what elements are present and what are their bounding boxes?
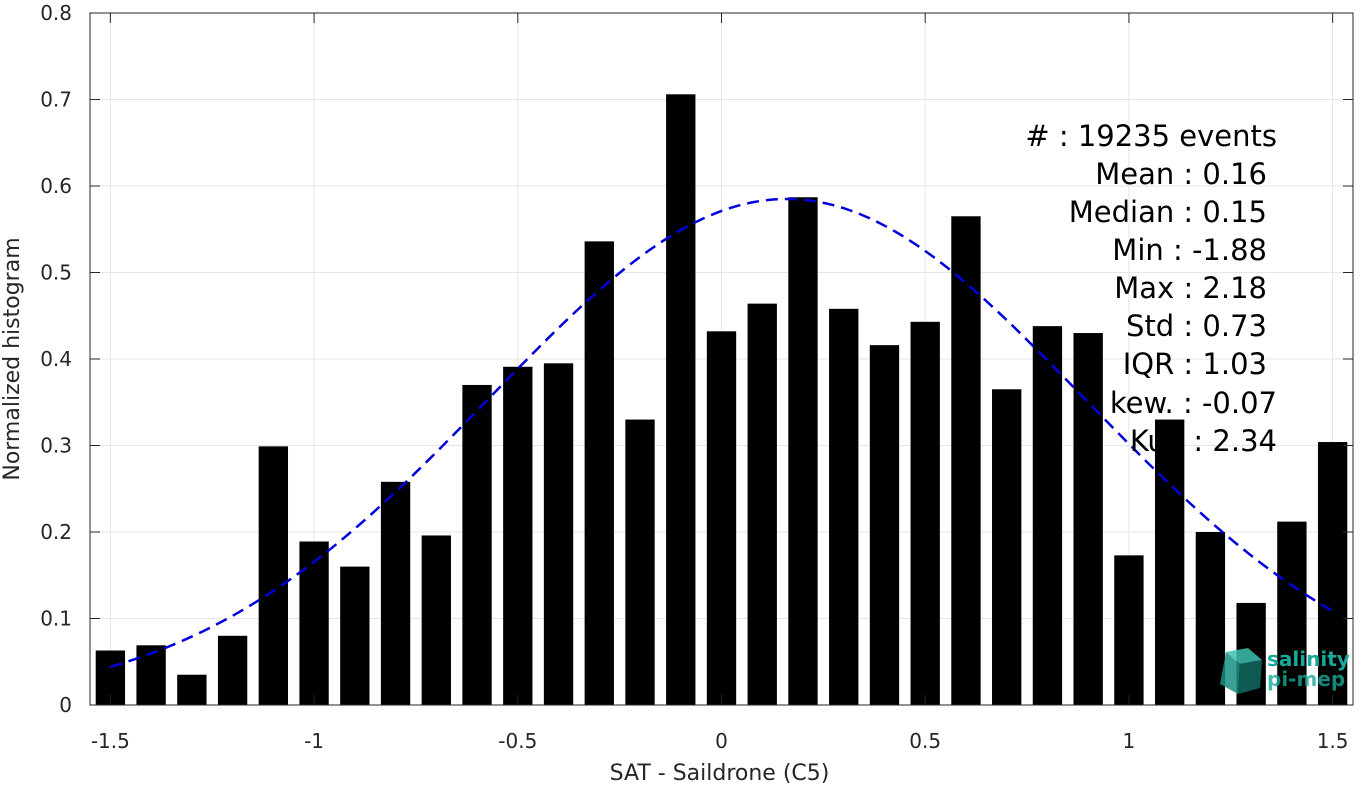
histogram-bar <box>829 308 859 705</box>
y-tick-label: 0.7 <box>40 88 72 112</box>
histogram-bar <box>421 535 451 705</box>
y-tick-label: 0.2 <box>40 520 72 544</box>
histogram-bar <box>1277 521 1307 705</box>
histogram-bar <box>910 321 940 705</box>
histogram-bar <box>625 419 655 705</box>
stat-min: Min : -1.88 <box>1112 233 1267 267</box>
gaussian-fit-curve <box>110 197 1334 669</box>
x-tick-label: 1.5 <box>1317 729 1349 753</box>
bars <box>95 94 1348 706</box>
stat-events: # : 19235 events <box>1025 119 1277 153</box>
y-axis-label: Normalized histogram <box>0 237 25 480</box>
stat-skewness: kew. : -0.07 <box>1110 386 1277 420</box>
histogram-bar <box>380 481 411 705</box>
histogram-bar <box>584 241 614 706</box>
stat-median: Median : 0.15 <box>1069 195 1267 229</box>
histogram-bar <box>299 541 329 705</box>
histogram-bar <box>666 94 696 705</box>
salinity-pimep-logo: salinity pi-mep <box>1220 647 1350 694</box>
stat-max: Max : 2.18 <box>1114 271 1267 305</box>
y-tick-label: 0.3 <box>40 434 72 458</box>
histogram-bar <box>340 566 370 705</box>
histogram-bar <box>1073 333 1103 705</box>
ticks <box>90 12 1353 706</box>
stats-box: # : 19235 events Mean : 0.16 Median : 0.… <box>1025 119 1277 458</box>
histogram-bar <box>747 303 777 705</box>
x-tick-label: 0.5 <box>909 729 941 753</box>
cube-icon <box>1220 648 1262 694</box>
histogram-bar <box>951 216 981 705</box>
y-tick-label: 0 <box>59 693 72 717</box>
histogram-bar <box>706 331 737 705</box>
x-tick-label: 1 <box>1123 729 1136 753</box>
y-tick-label: 0.5 <box>40 261 72 285</box>
logo-text-salinity: salinity <box>1267 647 1350 671</box>
y-tick-label: 0.4 <box>40 347 72 371</box>
histogram-bar <box>1032 326 1063 705</box>
y-tick-labels: 0 0.1 0.2 0.3 0.4 0.5 0.6 0.7 0.8 <box>40 1 72 717</box>
histogram-bar <box>258 446 289 705</box>
histogram-bar <box>136 645 166 705</box>
histogram-bar <box>217 635 248 705</box>
y-tick-label: 0.8 <box>40 1 72 25</box>
histogram-bar <box>1114 555 1144 705</box>
histogram-bar <box>543 363 574 705</box>
histogram-bar <box>1317 442 1348 705</box>
histogram-bar <box>992 389 1022 705</box>
y-tick-label: 0.6 <box>40 174 72 198</box>
stat-iqr: IQR : 1.03 <box>1123 347 1267 381</box>
histogram-bar <box>1195 532 1226 705</box>
x-tick-label: -1.5 <box>91 729 130 753</box>
histogram-bar <box>503 366 533 705</box>
histogram-bar <box>177 674 207 705</box>
stat-std: Std : 0.73 <box>1126 309 1267 343</box>
x-tick-label: 0 <box>715 729 728 753</box>
histogram-bar <box>869 345 900 705</box>
stat-mean: Mean : 0.16 <box>1095 157 1267 191</box>
x-tick-labels: -1.5 -1 -0.5 0 0.5 1 1.5 <box>91 729 1349 753</box>
logo-text-pimep: pi-mep <box>1267 667 1345 691</box>
histogram-bar <box>788 197 818 705</box>
x-axis-label: SAT - Saildrone (C5) <box>610 761 830 785</box>
histogram-bar <box>462 384 492 705</box>
y-tick-label: 0.1 <box>40 607 72 631</box>
stat-kurtosis: Ku . : 2.34 <box>1130 424 1277 458</box>
x-tick-label: -1 <box>304 729 324 753</box>
x-tick-label: -0.5 <box>498 729 537 753</box>
histogram-bar <box>1154 419 1185 705</box>
